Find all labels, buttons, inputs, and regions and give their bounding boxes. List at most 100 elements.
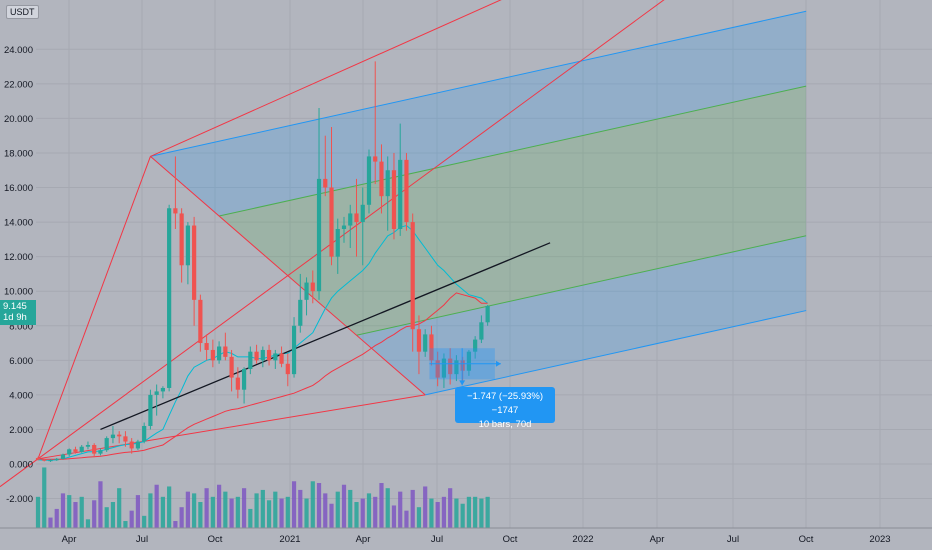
candle	[117, 431, 122, 444]
candle-body	[54, 458, 59, 461]
candle-body	[429, 334, 434, 361]
volume-bar	[335, 491, 340, 528]
volume-bar	[435, 502, 440, 528]
candle-body	[129, 441, 134, 449]
candle	[154, 384, 159, 416]
candle	[354, 178, 359, 257]
candle-body	[185, 225, 190, 266]
candle	[129, 438, 134, 454]
x-tick-label: Oct	[208, 534, 223, 545]
pitchfork-arm	[37, 156, 151, 459]
x-tick-label: Apr	[356, 534, 371, 545]
candle-body	[248, 351, 253, 369]
candle-body	[341, 225, 347, 229]
candle-body	[291, 325, 297, 375]
candle-body	[298, 299, 303, 326]
volume-bar	[466, 496, 472, 528]
y-tick-label: 12.000	[4, 252, 33, 263]
candle-body	[117, 434, 122, 437]
candle-body	[366, 156, 372, 205]
candle-body	[404, 159, 409, 223]
candle-body	[92, 444, 97, 454]
x-tick-label: Oct	[799, 534, 814, 545]
candle-body	[210, 349, 215, 361]
x-tick-label: Oct	[503, 534, 518, 545]
candle-body	[73, 449, 78, 452]
y-tick-label: 20.000	[4, 114, 33, 125]
candle	[73, 446, 78, 454]
candle	[404, 152, 409, 231]
candle	[298, 273, 303, 333]
volume-bar	[160, 496, 165, 528]
candle-body	[98, 450, 103, 454]
time-axis: Apr Jul Oct 2021 Apr Jul Oct 2022 Apr Jul Oct 2023	[0, 527, 932, 550]
candle	[454, 355, 459, 382]
candle	[167, 204, 172, 392]
candle-body	[360, 204, 365, 223]
pitchfork-arm	[37, 394, 426, 460]
volume-bar	[404, 510, 409, 528]
volume-bar	[42, 467, 47, 528]
pitchfork-line	[150, 10, 807, 157]
candle	[348, 204, 353, 248]
candle-body	[466, 351, 472, 371]
volume-bar	[416, 507, 422, 528]
volume-bar	[135, 495, 141, 528]
candle-body	[35, 457, 41, 460]
volume-bar	[110, 502, 116, 528]
candle-body	[279, 353, 284, 364]
volume-bar	[391, 505, 397, 528]
last-price-badge: 9.145 1d 9h	[0, 300, 36, 325]
candle	[285, 353, 290, 387]
x-tick-label: 2021	[279, 534, 300, 545]
candle	[210, 339, 215, 368]
volume-bar	[229, 498, 234, 528]
y-tick-label: 10.000	[4, 287, 33, 298]
candle-body	[179, 213, 184, 266]
candle-body	[235, 377, 240, 390]
candle-body	[48, 460, 53, 462]
candle-body	[42, 459, 47, 461]
candle-body	[473, 339, 478, 352]
price-axis: 24.000 22.000 20.000 18.000 16.000 14.000 12.0…	[4, 45, 33, 505]
candle	[398, 123, 403, 236]
candle	[142, 422, 147, 444]
pitchfork-zone-middle	[219, 86, 807, 336]
candle	[92, 443, 97, 458]
candle-body	[198, 299, 203, 344]
candle	[35, 456, 41, 461]
volume-bar	[192, 493, 197, 528]
volume-bar	[73, 502, 78, 528]
candle	[410, 213, 415, 352]
candle	[379, 144, 384, 214]
pitchfork-zone-upper	[150, 11, 807, 216]
candle	[304, 277, 309, 316]
candle-body	[85, 444, 91, 447]
pitchfork-handle	[150, 156, 426, 396]
volume-bar	[441, 496, 447, 528]
candle-body	[379, 161, 384, 197]
candle	[67, 448, 72, 457]
volume-bar	[117, 488, 122, 528]
candle	[148, 389, 153, 430]
volume-bar	[254, 493, 259, 528]
candle-body	[254, 351, 259, 361]
pitchfork-line	[356, 235, 807, 336]
x-tick-label: Jul	[431, 534, 443, 545]
bar-countdown: 1d 9h	[3, 312, 27, 323]
candle-body	[410, 222, 415, 330]
candle-body	[192, 225, 197, 300]
candle-body	[110, 434, 116, 439]
candle-body	[79, 446, 84, 452]
candle-body	[329, 187, 334, 257]
candle-body	[348, 213, 353, 226]
candle	[416, 315, 422, 375]
candle	[204, 334, 209, 361]
currency-label: USDT	[6, 5, 39, 19]
candle	[316, 108, 322, 300]
measure-arrowhead	[495, 360, 501, 367]
candle	[85, 441, 91, 450]
measure-drawing	[429, 348, 501, 386]
